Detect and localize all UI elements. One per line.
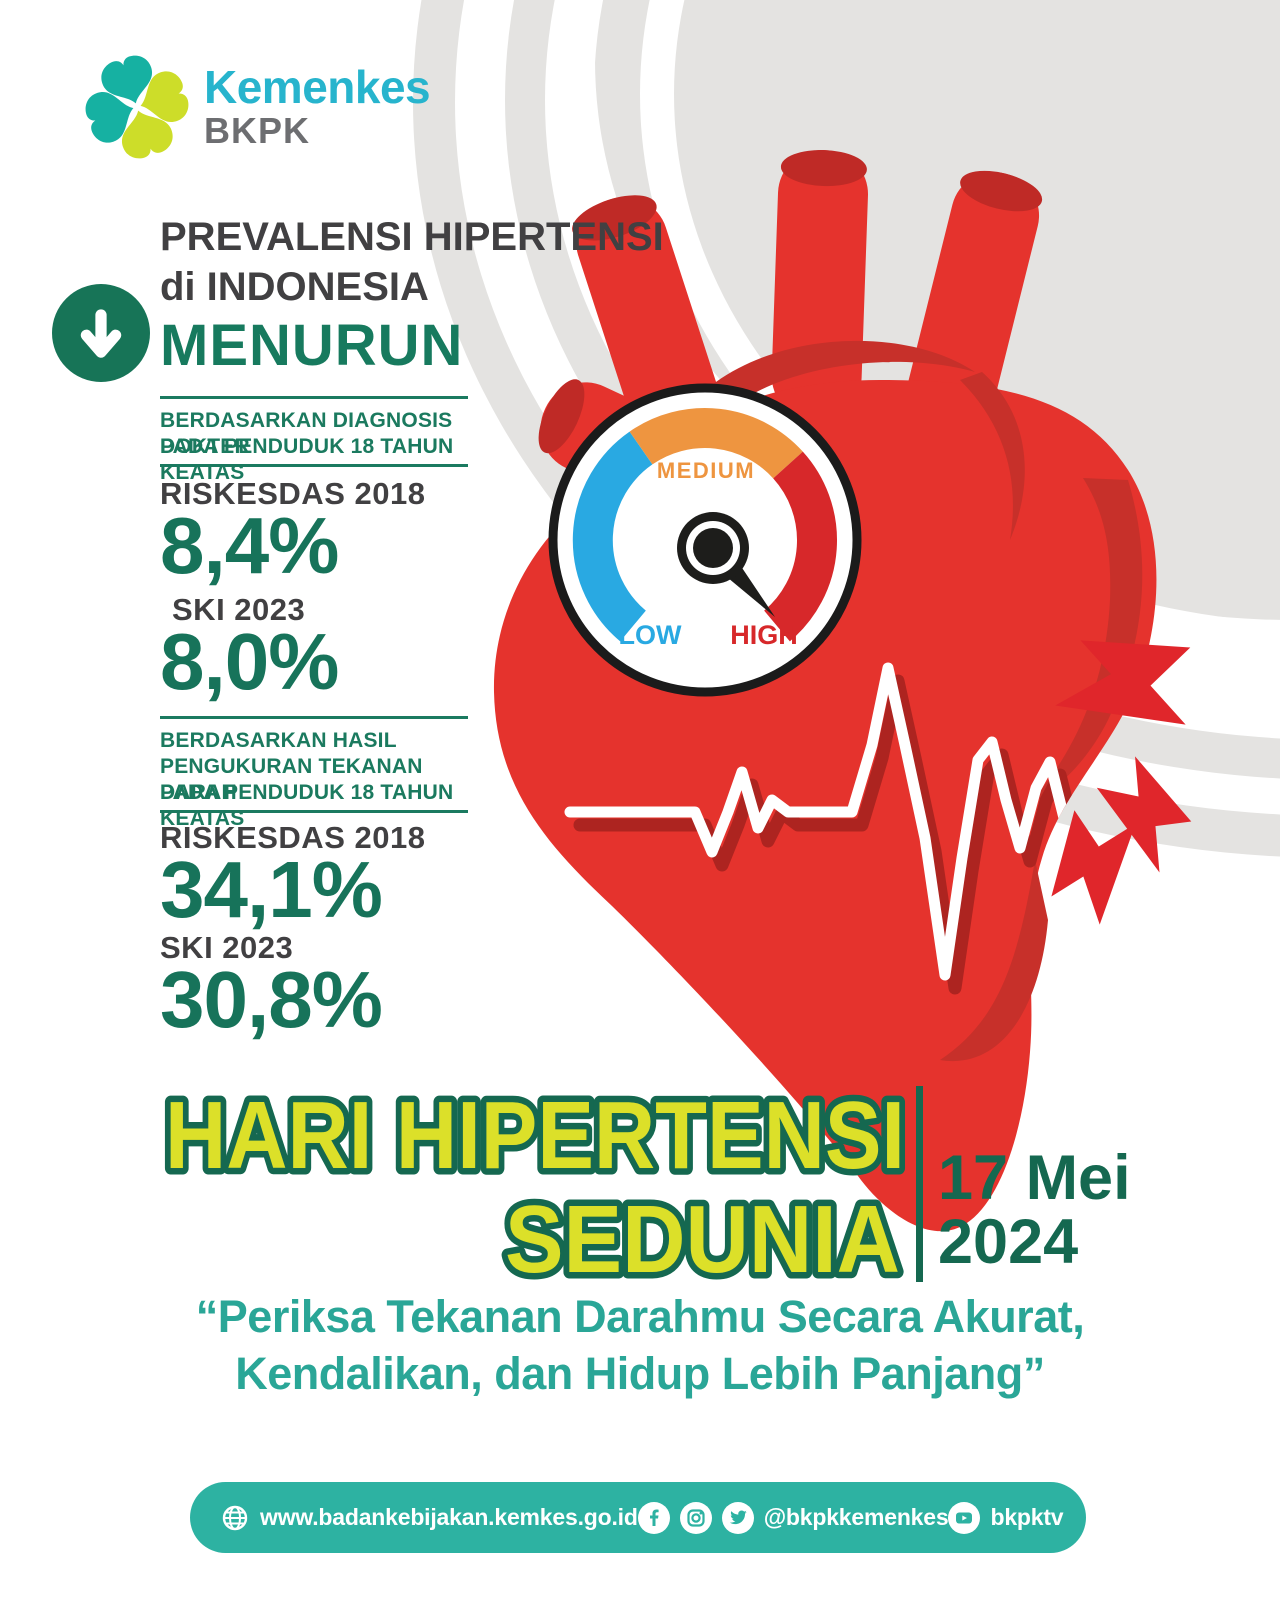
- kemenkes-logo: Kemenkes BKPK: [78, 48, 431, 166]
- lightning-icon: [1055, 640, 1191, 725]
- event-title-line2: SEDUNIA: [505, 1186, 900, 1287]
- event-title-line1: HARI HIPERTENSI: [165, 1082, 905, 1189]
- lightning-icon: [1051, 810, 1136, 925]
- stat-source: RISKESDAS 2018: [160, 476, 426, 511]
- headline: PREVALENSI HIPERTENSI di INDONESIA MENUR…: [160, 212, 800, 378]
- stat-source: SKI 2023: [172, 592, 306, 627]
- event-title: HARI HIPERTENSI SEDUNIA: [159, 1076, 912, 1288]
- headline-line2: di INDONESIA: [160, 265, 429, 309]
- divider: [160, 464, 468, 467]
- stat-value: 8,4%: [160, 501, 339, 590]
- event-date-line1: 17 Mei: [938, 1143, 1131, 1213]
- gauge-arc-high: [763, 451, 837, 642]
- quote-line1: “Periksa Tekanan Darahmu Secara Akurat,: [195, 1291, 1085, 1342]
- youtube-icon: [948, 1501, 981, 1534]
- instagram-icon: [679, 1501, 712, 1534]
- footer-youtube-group: bkpktv: [948, 1501, 1064, 1534]
- gauge-needle: [677, 512, 775, 617]
- heart-shading: [700, 340, 1143, 1062]
- stat-source: SKI 2023: [160, 930, 294, 965]
- section1-heading-line1: BERDASARKAN DIAGNOSIS DOKTER: [160, 409, 453, 458]
- gauge: MEDIUM LOW HIGH: [548, 383, 862, 697]
- twitter-icon: [721, 1501, 754, 1534]
- headline-line1: PREVALENSI HIPERTENSI: [160, 215, 664, 259]
- footer-social-group: @bkpkkemenkes: [637, 1501, 949, 1534]
- lightning-icon: [1096, 756, 1192, 873]
- gauge-medium-label: MEDIUM: [657, 458, 755, 483]
- footer-website-group: www.badankebijakan.kemkes.go.id: [220, 1503, 638, 1533]
- divider: [160, 810, 468, 813]
- down-arrow-badge: [52, 284, 150, 382]
- gauge-high-label: HIGH: [730, 620, 798, 650]
- brand-name: Kemenkes: [204, 61, 431, 113]
- footer-bar: www.badankebijakan.kemkes.go.id @: [190, 1482, 1086, 1553]
- event-date: 17 Mei 2024: [938, 1146, 1198, 1274]
- event-divider: [916, 1086, 923, 1282]
- down-arrow-icon: [80, 309, 122, 358]
- stat-value: 34,1%: [160, 845, 383, 934]
- kemenkes-flower-icon: [85, 55, 189, 159]
- headline-highlight: MENURUN: [160, 313, 464, 378]
- footer-youtube-handle: bkpktv: [990, 1504, 1064, 1530]
- facebook-icon: [637, 1501, 670, 1534]
- stat-value: 8,0%: [160, 617, 339, 706]
- gauge-arc-low: [572, 431, 653, 642]
- stat-source: RISKESDAS 2018: [160, 820, 426, 855]
- gauge-arc-medium: [629, 408, 803, 479]
- lightning-icons: [1051, 640, 1192, 925]
- globe-icon: [222, 1505, 248, 1530]
- section2-heading-line1: BERDASARKAN HASIL: [160, 729, 397, 752]
- brand-sub-name: BKPK: [204, 110, 311, 151]
- divider: [160, 396, 468, 399]
- divider: [160, 716, 468, 719]
- quote-line2: Kendalikan, dan Hidup Lebih Panjang”: [235, 1348, 1045, 1399]
- footer-social-handle: @bkpkkemenkes: [763, 1504, 949, 1530]
- event-date-line2: 2024: [938, 1207, 1079, 1277]
- gauge-low-label: LOW: [619, 620, 682, 650]
- section2-heading-line2: PENGUKURAN TEKANAN DARAH: [160, 755, 423, 804]
- footer-website: www.badankebijakan.kemkes.go.id: [260, 1504, 638, 1530]
- quote: “Periksa Tekanan Darahmu Secara Akurat, …: [70, 1288, 1210, 1402]
- stat-value: 30,8%: [160, 955, 383, 1044]
